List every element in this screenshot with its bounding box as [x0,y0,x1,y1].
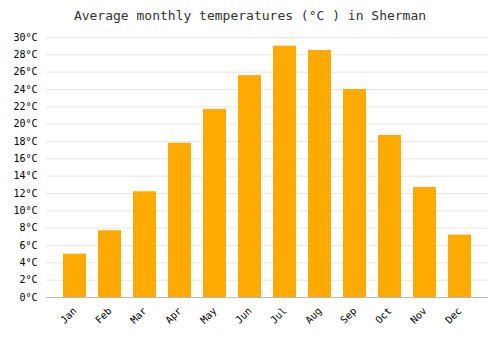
svg-text:Nov: Nov [408,305,429,326]
svg-text:Jun: Jun [233,305,254,326]
svg-text:12°C: 12°C [13,188,37,199]
svg-text:18°C: 18°C [13,136,37,147]
svg-text:May: May [198,305,219,326]
svg-text:10°C: 10°C [13,205,37,216]
svg-text:0°C: 0°C [19,292,37,303]
svg-text:4°C: 4°C [19,257,37,268]
svg-text:30°C: 30°C [13,32,37,43]
svg-text:Feb: Feb [93,305,114,326]
svg-text:16°C: 16°C [13,153,37,164]
svg-text:Dec: Dec [443,305,464,326]
svg-text:2°C: 2°C [19,274,37,285]
svg-text:20°C: 20°C [13,118,37,129]
svg-text:Jan: Jan [58,305,79,326]
svg-text:8°C: 8°C [19,222,37,233]
svg-text:Sep: Sep [338,305,359,326]
svg-text:Oct: Oct [373,305,394,326]
svg-text:6°C: 6°C [19,240,37,251]
svg-text:Aug: Aug [303,305,324,326]
svg-text:22°C: 22°C [13,101,37,112]
svg-text:Mar: Mar [128,305,149,326]
svg-text:14°C: 14°C [13,170,37,181]
svg-text:26°C: 26°C [13,66,37,77]
svg-text:Apr: Apr [163,305,184,326]
svg-text:24°C: 24°C [13,84,37,95]
svg-text:28°C: 28°C [13,49,37,60]
svg-text:Jul: Jul [268,305,289,326]
html-text:Average monthly temperatures (: Average monthly temperatures (°C ) in Sh… [73,8,427,23]
